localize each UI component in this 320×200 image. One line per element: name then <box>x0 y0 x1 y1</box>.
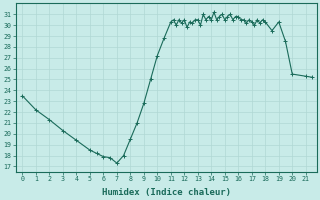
X-axis label: Humidex (Indice chaleur): Humidex (Indice chaleur) <box>101 188 231 197</box>
